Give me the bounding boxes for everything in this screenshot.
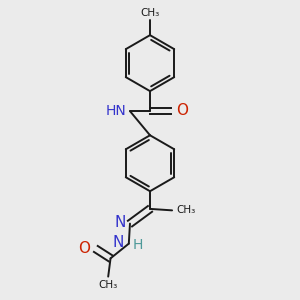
Text: CH₃: CH₃ — [140, 8, 160, 17]
Text: N: N — [113, 235, 124, 250]
Text: N: N — [114, 214, 126, 230]
Text: O: O — [79, 241, 91, 256]
Text: CH₃: CH₃ — [99, 280, 118, 290]
Text: CH₃: CH₃ — [176, 206, 196, 215]
Text: HN: HN — [106, 103, 126, 118]
Text: H: H — [132, 238, 143, 252]
Text: O: O — [176, 103, 188, 118]
